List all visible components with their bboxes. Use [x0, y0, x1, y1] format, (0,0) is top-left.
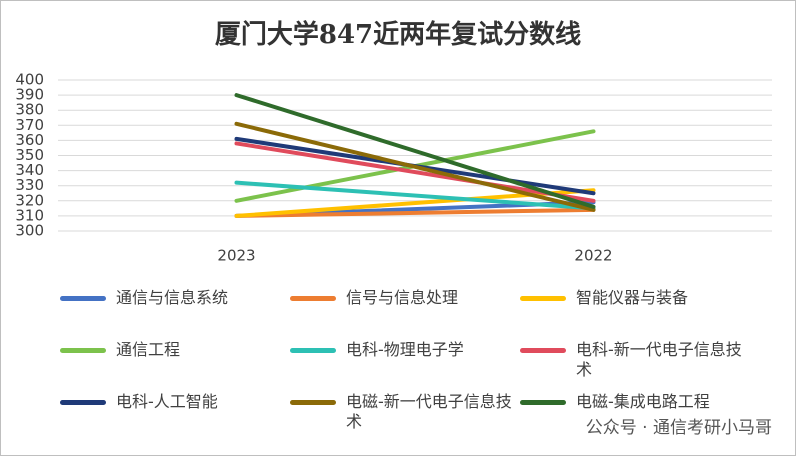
- legend-item: 电科-新一代电子信息技术: [520, 340, 751, 380]
- legend-item: 电科-物理电子学: [290, 340, 521, 360]
- series-line: [234, 93, 596, 209]
- x-tick-label: 2022: [574, 247, 612, 265]
- legend-item: 信号与信息处理: [290, 288, 521, 308]
- y-tick-label: 400: [15, 71, 44, 89]
- y-tick-label: 380: [15, 101, 44, 119]
- legend-label: 通信工程: [116, 340, 181, 359]
- legend-label: 电磁-集成电路工程: [576, 392, 710, 411]
- legend-swatch: [520, 348, 566, 353]
- legend-label: 信号与信息处理: [346, 288, 459, 307]
- legend-swatch: [290, 296, 336, 301]
- x-tick-label: 2023: [217, 247, 255, 265]
- y-tick-label: 350: [15, 146, 44, 164]
- y-tick-label: 370: [15, 116, 44, 134]
- series-line: [234, 180, 596, 211]
- legend-label: 智能仪器与装备: [576, 288, 689, 307]
- series-line: [234, 121, 596, 212]
- y-tick-label: 340: [15, 161, 44, 179]
- legend-item: 通信工程: [60, 340, 291, 360]
- legend-swatch: [290, 400, 336, 405]
- legend-swatch: [60, 296, 106, 301]
- legend-label: 电科-人工智能: [116, 392, 218, 411]
- legend-label: 通信与信息系统: [116, 288, 229, 307]
- legend-item: 电科-人工智能: [60, 392, 291, 412]
- legend-label: 电科-物理电子学: [346, 340, 464, 359]
- y-tick-label: 320: [15, 191, 44, 209]
- watermark: 公众号 · 通信考研小马哥: [585, 418, 772, 438]
- legend-swatch: [60, 348, 106, 353]
- legend-label: 电磁-新一代电子信息技术: [346, 392, 512, 431]
- chart-title: 厦门大学847近两年复试分数线: [215, 19, 581, 50]
- legend-item: 通信与信息系统: [60, 288, 291, 308]
- y-tick-label: 310: [15, 206, 44, 224]
- series-line: [234, 207, 596, 218]
- legend-item: 电磁-新一代电子信息技术: [290, 392, 521, 432]
- series-line: [234, 141, 596, 203]
- legend-swatch: [60, 400, 106, 405]
- legend-label: 电科-新一代电子信息技术: [576, 340, 742, 379]
- legend-swatch: [520, 296, 566, 301]
- y-tick-label: 330: [15, 176, 44, 194]
- y-tick-label: 360: [15, 131, 44, 149]
- legend-swatch: [520, 400, 566, 405]
- legend-item: 智能仪器与装备: [520, 288, 751, 308]
- legend-swatch: [290, 348, 336, 353]
- legend-item: 电磁-集成电路工程: [520, 392, 751, 412]
- y-tick-label: 390: [15, 86, 44, 104]
- y-tick-label: 300: [15, 222, 44, 240]
